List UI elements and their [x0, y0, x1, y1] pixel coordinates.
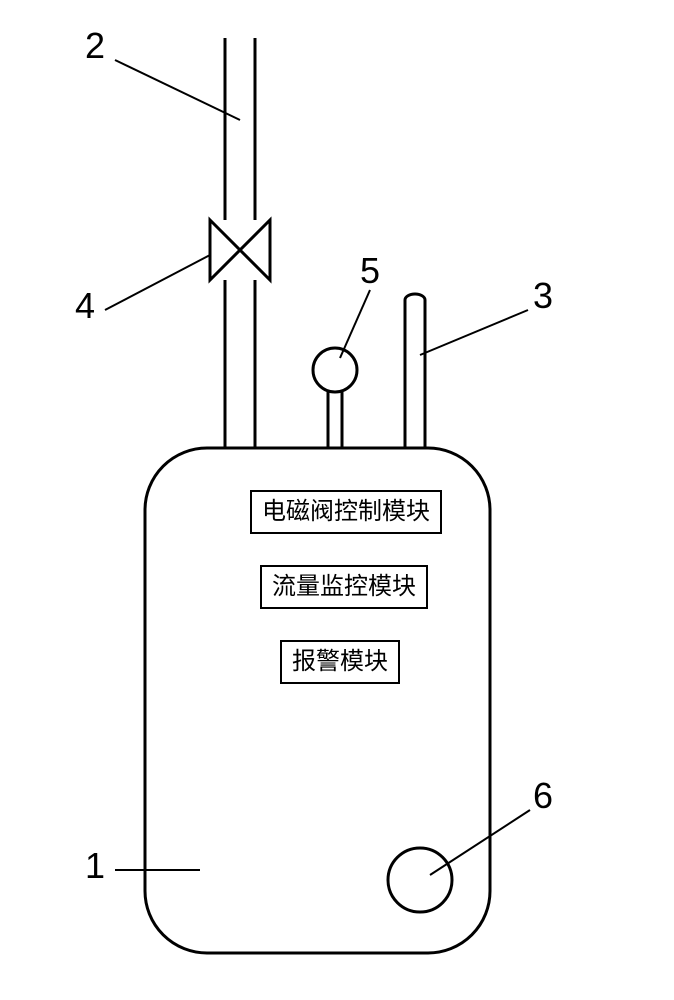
- leader-6: [430, 810, 530, 875]
- valve-symbol: [210, 220, 270, 280]
- callout-4: 4: [75, 285, 95, 327]
- callout-1: 1: [85, 845, 105, 887]
- leader-2: [115, 60, 240, 120]
- module-flow-monitor: 流量监控模块: [260, 565, 428, 609]
- callout-2: 2: [85, 25, 105, 67]
- drain-circle: [388, 848, 452, 912]
- leader-5: [340, 290, 370, 358]
- diagram-canvas: 2 4 5 3 1 6 电磁阀控制模块 流量监控模块 报警模块: [0, 0, 674, 1000]
- callout-5: 5: [360, 250, 380, 292]
- outlet-pipe-cap: [405, 294, 425, 300]
- callout-6: 6: [533, 775, 553, 817]
- module-alarm: 报警模块: [280, 640, 400, 684]
- leader-3: [420, 310, 528, 355]
- sensor-ball: [313, 348, 357, 392]
- callout-3: 3: [533, 275, 553, 317]
- leader-4: [105, 255, 210, 310]
- module-solenoid-control: 电磁阀控制模块: [250, 490, 442, 534]
